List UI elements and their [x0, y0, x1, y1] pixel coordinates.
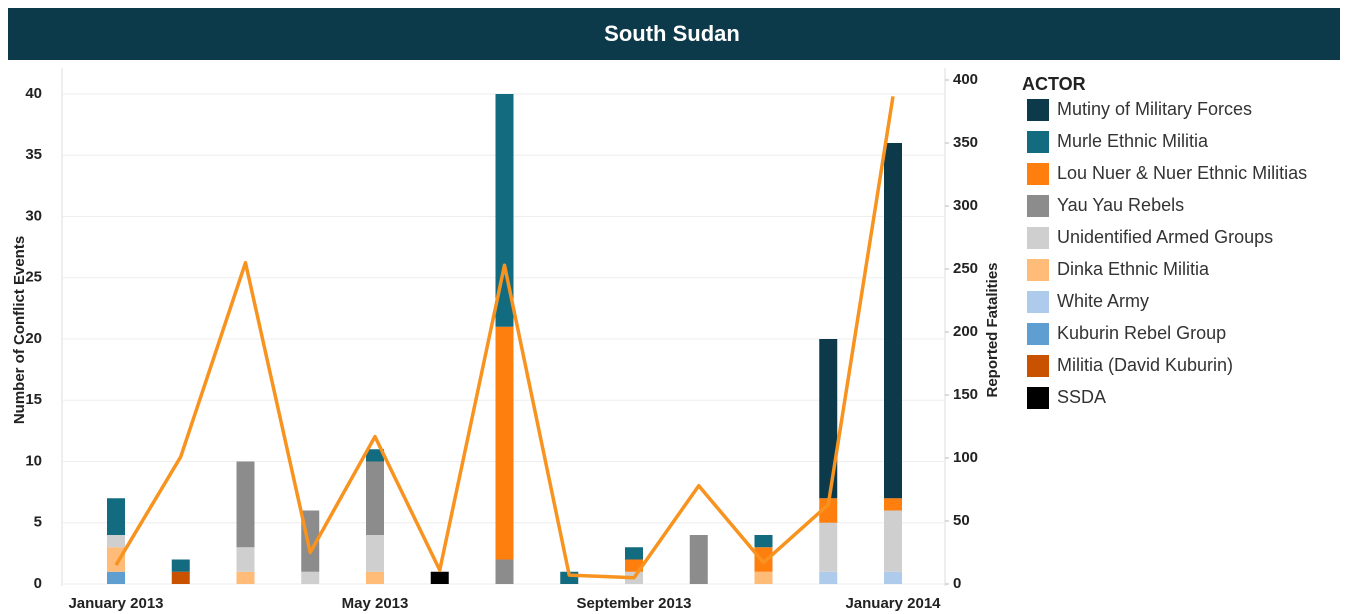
bar-segment — [430, 571, 449, 584]
legend-swatch — [1027, 99, 1049, 121]
bar-segment — [171, 571, 190, 584]
bar-segment — [884, 143, 902, 499]
legend-label: Murle Ethnic Militia — [1057, 131, 1209, 151]
legend-label: Militia (David Kuburin) — [1057, 355, 1233, 375]
legend-label: White Army — [1057, 291, 1149, 311]
legend-swatch — [1027, 131, 1049, 153]
legend-title: ACTOR — [1022, 74, 1086, 94]
legend-swatch — [1027, 323, 1049, 345]
legend-swatch — [1027, 355, 1049, 377]
legend-swatch — [1027, 387, 1049, 409]
y2-tick-label: 50 — [953, 512, 970, 529]
bar-segment — [366, 571, 384, 584]
fatalities-line — [114, 96, 895, 580]
bar-segment — [495, 326, 514, 560]
bar-segment — [625, 547, 643, 560]
bar-segment — [366, 535, 384, 572]
legend-label: Unidentified Armed Groups — [1057, 227, 1273, 247]
bar-segment — [884, 510, 902, 572]
bar-segment — [819, 571, 838, 584]
bar-segment — [495, 94, 514, 327]
legend-label: Mutiny of Military Forces — [1057, 99, 1252, 119]
bar-segment — [236, 571, 255, 584]
y2-tick-label: 100 — [953, 449, 978, 466]
legend-swatch — [1027, 227, 1049, 249]
x-tick-label: January 2013 — [68, 595, 163, 612]
legend-swatch — [1027, 195, 1049, 217]
legend-label: SSDA — [1057, 387, 1106, 407]
bar-segment — [754, 571, 773, 584]
bar-segment — [819, 339, 838, 499]
bar-segment — [107, 571, 125, 584]
bar-segment — [754, 547, 773, 572]
x-tick-label: May 2013 — [342, 595, 409, 612]
bar-segment — [819, 522, 838, 572]
bar-segment — [107, 547, 125, 572]
chart-title: South Sudan — [604, 21, 740, 46]
y2-axis-title: Reported Fatalities — [984, 262, 1001, 397]
bar-segment — [366, 449, 384, 462]
legend-swatch — [1027, 291, 1049, 313]
bar-segment — [107, 498, 125, 535]
bar-segment — [884, 498, 902, 511]
y2-tick-label: 250 — [953, 260, 978, 277]
y-axis-title: Number of Conflict Events — [11, 236, 28, 424]
bar-segment — [236, 547, 255, 572]
legend-swatch — [1027, 259, 1049, 281]
y-tick-label: 35 — [25, 146, 42, 163]
y-tick-label: 20 — [25, 330, 42, 347]
y-tick-label: 25 — [25, 269, 42, 286]
bar-segment — [171, 559, 190, 572]
legend-swatch — [1027, 163, 1049, 185]
x-tick-label: September 2013 — [576, 595, 691, 612]
y2-tick-label: 150 — [953, 386, 978, 403]
y-tick-label: 5 — [34, 514, 42, 531]
bar-segment — [366, 461, 384, 535]
y-tick-label: 15 — [25, 391, 42, 408]
bar-segment — [107, 535, 125, 548]
y2-tick-label: 200 — [953, 323, 978, 340]
y2-tick-label: 300 — [953, 197, 978, 214]
y2-tick-label: 400 — [953, 71, 978, 88]
legend-label: Kuburin Rebel Group — [1057, 323, 1226, 343]
bar-segment — [884, 571, 902, 584]
bar-segment — [819, 498, 838, 523]
bar-segment — [754, 535, 773, 548]
bar-segment — [301, 571, 320, 584]
y2-tick-label: 350 — [953, 134, 978, 151]
y2-tick-label: 0 — [953, 575, 961, 592]
y-tick-label: 30 — [25, 207, 42, 224]
x-tick-label: January 2014 — [845, 595, 941, 612]
y-tick-label: 0 — [34, 575, 42, 592]
y-tick-label: 10 — [25, 452, 42, 469]
legend-label: Yau Yau Rebels — [1057, 195, 1184, 215]
bar-segment — [236, 461, 255, 548]
legend-label: Dinka Ethnic Militia — [1057, 259, 1210, 279]
bar-segment — [495, 559, 514, 584]
legend-label: Lou Nuer & Nuer Ethnic Militias — [1057, 163, 1307, 183]
bar-segment — [689, 535, 708, 584]
title-bar — [8, 8, 1340, 60]
y-tick-label: 40 — [25, 85, 42, 102]
